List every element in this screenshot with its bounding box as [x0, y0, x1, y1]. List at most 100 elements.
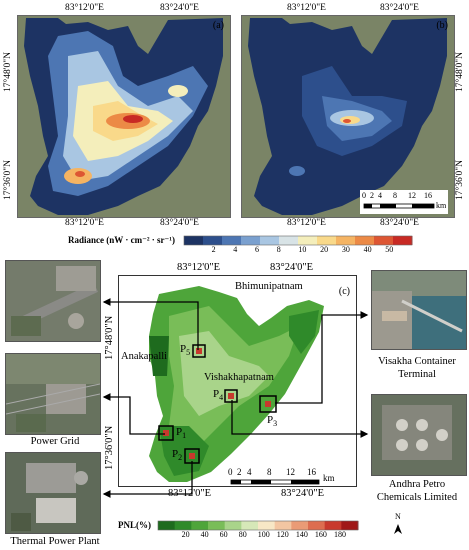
map-c-left-tick-1: 17°48'0"N [104, 315, 115, 360]
point-p2-sub: 2 [178, 453, 183, 463]
north-arrow-label: N [395, 512, 401, 521]
pnl-legend-tick: 140 [295, 530, 308, 539]
radiance-legend-swatch [279, 236, 299, 245]
map-b-bottom-tick-2: 83°24'0"E [380, 218, 419, 228]
radiance-legend-swatch [298, 236, 318, 245]
pnl-legend-tick: 20 [181, 530, 190, 539]
radiance-legend-swatch [260, 236, 280, 245]
pnl-legend-swatch [208, 521, 226, 530]
satellite-photo-visakha [371, 270, 467, 350]
map-c-scale-bar [230, 479, 320, 485]
pnl-legend-swatch [224, 521, 242, 530]
radiance-legend-tick: 40 [363, 245, 372, 254]
map-c-scale-2: 2 [237, 467, 242, 477]
caption-andhra-1: Andhra Petro [388, 479, 446, 490]
radiance-legend-tick: 6 [255, 245, 259, 254]
satellite-photo-andhra-texture [372, 395, 466, 475]
radiance-legend-swatch [336, 236, 356, 245]
map-c-scale-4: 4 [247, 467, 252, 477]
map-b-scale-bar [363, 203, 435, 209]
pnl-legend-swatch [258, 521, 276, 530]
radiance-legend-swatch [222, 236, 242, 245]
map-c-bottom-tick-2: 83°24'0"E [281, 488, 325, 499]
map-a-left-tick-1: 17°48'0"N [3, 52, 13, 92]
radiance-legend-swatch [317, 236, 337, 245]
map-b-right-tick-1: 17°48'0"N [455, 52, 465, 92]
map-c-scale-12: 12 [286, 467, 295, 477]
pnl-legend-swatch [241, 521, 259, 530]
satellite-photo-power-grid-texture [6, 354, 100, 434]
radiance-legend-tick: 8 [276, 245, 281, 254]
pnl-legend-tick: 180 [333, 530, 346, 539]
radiance-legend-title: Radiance (nW · cm⁻² · sr⁻¹) [68, 235, 175, 245]
map-a-letter: (a) [212, 20, 224, 31]
point-p4-sub: 4 [219, 393, 224, 403]
radiance-legend-tick: 4 [233, 245, 238, 254]
radiance-legend-swatch [374, 236, 394, 245]
pnl-legend-title: PNL(%) [118, 520, 151, 530]
pnl-legend-tick: 80 [238, 530, 247, 539]
map-c-scalebar: 0 2 4 8 12 16 km [227, 467, 339, 486]
pnl-legend-swatch [191, 521, 209, 530]
radiance-legend-tick: 2 [211, 245, 216, 254]
map-a-radiance: (a) [17, 15, 231, 218]
map-a-bottom-tick-2: 83°24'0"E [160, 218, 199, 228]
point-p4-letter: P [213, 388, 220, 400]
satellite-photo-power-grid [5, 353, 101, 435]
point-p5-sub: 5 [186, 348, 191, 358]
caption-andhra-2: Chemicals Limited [376, 492, 458, 503]
map-b-scale-4: 4 [378, 191, 382, 200]
pnl-legend-tick: 120 [276, 530, 289, 539]
radiance-legend-swatch [184, 236, 204, 245]
map-a-top-tick-1: 83°12'0"E [65, 3, 104, 13]
map-c-scale-8: 8 [267, 467, 272, 477]
map-a-left-tick-2: 17°36'0"N [3, 160, 13, 200]
satellite-photo-andhra [371, 394, 467, 476]
map-c-top-tick-2: 83°24'0"E [270, 262, 314, 273]
pnl-legend-border [157, 520, 359, 531]
point-p2: P2 [172, 448, 182, 462]
pnl-legend-swatch [158, 521, 176, 530]
satellite-photo-visakha-texture [372, 271, 466, 349]
radiance-legend-border [183, 235, 413, 246]
pnl-legend-swatch [324, 521, 342, 530]
map-b-raster [242, 16, 454, 217]
map-c-letter: (c) [338, 286, 350, 297]
radiance-legend-tick: 20 [320, 245, 329, 254]
map-a-raster [18, 16, 230, 217]
caption-visakha-1: Visakha Container [378, 356, 456, 367]
map-b-right-tick-2: 17°36'0"N [455, 160, 465, 200]
radiance-legend-tick: 10 [298, 245, 307, 254]
radiance-legend-swatch [203, 236, 223, 245]
pnl-legend-swatch [274, 521, 292, 530]
satellite-photo-thermal [5, 452, 101, 534]
map-b-scale-12: 12 [408, 191, 416, 200]
map-c-scale-unit: km [323, 473, 335, 483]
map-c-bottom-tick-1: 83°12'0"E [168, 488, 212, 499]
pnl-legend-swatch [291, 521, 309, 530]
caption-visakha-2: Terminal [398, 369, 436, 380]
map-c-left-tick-2: 17°36'0"N [104, 425, 115, 470]
map-b-scalebar: 0 2 4 8 12 16 km [360, 190, 448, 214]
pnl-legend-tick: 160 [314, 530, 327, 539]
satellite-photo-top-left-texture [6, 261, 100, 341]
place-vishakhapatnam: Vishakhapatnam [204, 372, 274, 383]
place-bhimunipatnam: Bhimunipatnam [235, 281, 303, 292]
map-c-pnl: (c) Bhimunipatnam Anakapalli Vishakhapat… [118, 275, 357, 487]
pnl-legend-swatch [308, 521, 326, 530]
map-b-scale-16: 16 [424, 191, 432, 200]
caption-thermal: Thermal Power Plant [10, 536, 100, 547]
map-c-scale-16: 16 [307, 467, 316, 477]
map-c-scale-0: 0 [228, 467, 233, 477]
satellite-photo-top-left [5, 260, 101, 342]
map-b-radiance: (b) 0 2 4 8 12 16 km [241, 15, 455, 218]
map-c-top-tick-1: 83°12'0"E [177, 262, 221, 273]
map-b-top-tick-2: 83°24'0"E [380, 3, 419, 13]
caption-power-grid: Power Grid [30, 436, 80, 447]
point-p1-sub: 1 [182, 431, 187, 441]
radiance-legend-tick: 30 [341, 245, 350, 254]
map-b-scale-unit: km [436, 201, 447, 210]
pnl-legend-swatch [341, 521, 359, 530]
map-a-top-tick-2: 83°24'0"E [160, 3, 199, 13]
point-p1: P1 [176, 426, 186, 440]
